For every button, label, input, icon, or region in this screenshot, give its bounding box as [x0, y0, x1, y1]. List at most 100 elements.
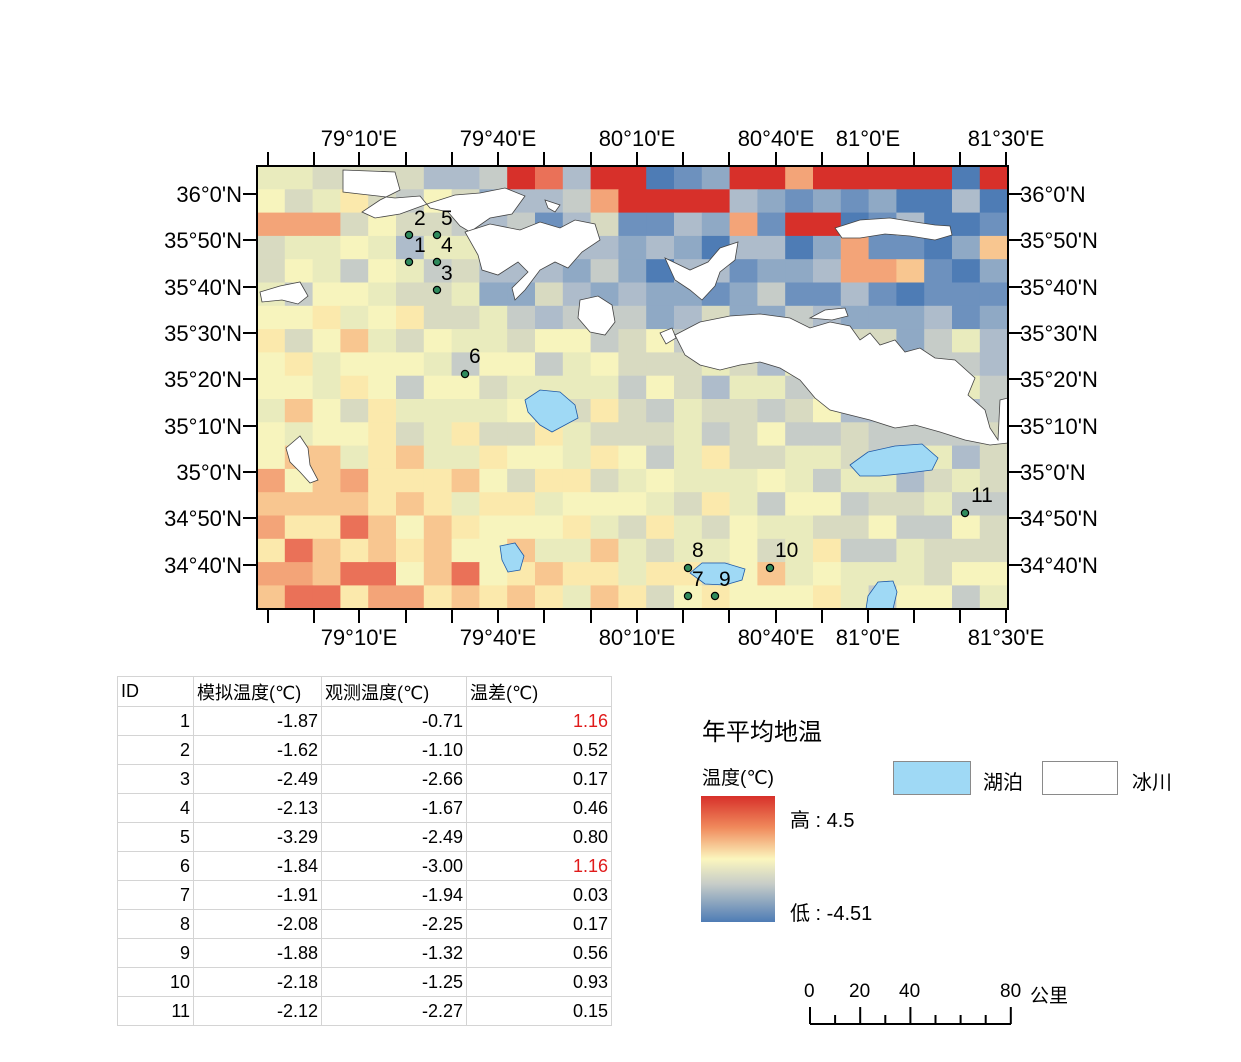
left-latitude-label: 35°50'N: [164, 228, 242, 253]
raster-cell: [284, 166, 314, 190]
raster-cell: [646, 212, 675, 237]
raster-cell: [396, 235, 425, 260]
cell-observed: -1.94: [321, 880, 467, 910]
raster-cell: [423, 259, 453, 284]
glacier-polygon: [808, 307, 849, 321]
raster-cell: [562, 352, 592, 377]
raster-cell: [562, 422, 592, 447]
raster-cell: [868, 492, 897, 517]
station-marker[interactable]: [683, 563, 693, 573]
raster-cell: [312, 422, 341, 447]
legend-title: 年平均地温: [702, 719, 822, 746]
raster-cell: [535, 515, 564, 540]
raster-cell: [340, 329, 369, 353]
cell-id: 4: [117, 793, 194, 823]
raster-cell: [257, 235, 286, 260]
bottom-longitude-label: 80°10'E: [599, 625, 676, 650]
raster-cell: [396, 212, 425, 237]
raster-cell: [674, 375, 703, 400]
station-marker[interactable]: [432, 285, 442, 295]
raster-cell: [646, 375, 675, 400]
raster-cell: [284, 585, 314, 609]
raster-cell: [618, 235, 647, 260]
raster-cell: [924, 468, 953, 493]
raster-cell: [840, 585, 870, 609]
raster-cell: [479, 422, 508, 447]
raster-cell: [535, 166, 564, 190]
raster-cell: [729, 399, 758, 423]
raster-cell: [423, 212, 453, 237]
raster-cell: [340, 468, 369, 493]
raster-cell: [757, 445, 786, 470]
lake-swatch: [893, 761, 971, 795]
raster-cell: [479, 282, 508, 307]
raster-cell: [368, 422, 397, 447]
raster-cell: [284, 305, 314, 330]
lake-layer: [499, 389, 939, 609]
cell-difference: 0.80: [466, 822, 612, 852]
top-longitude-label: 80°40'E: [738, 126, 815, 151]
raster-cell: [396, 538, 425, 563]
right-latitude-label: 35°20'N: [1020, 367, 1098, 392]
raster-cell: [701, 492, 731, 517]
cell-simulated: -2.13: [193, 793, 322, 823]
raster-cell: [451, 399, 480, 423]
raster-cell: [674, 305, 703, 330]
raster-cell: [701, 515, 731, 540]
station-marker[interactable]: [710, 591, 720, 601]
raster-cell: [479, 166, 508, 190]
raster-cell: [312, 538, 341, 563]
cell-id: 8: [117, 909, 194, 939]
raster-cell: [785, 515, 814, 540]
raster-cell: [979, 562, 1008, 586]
raster-cell: [368, 305, 397, 330]
raster-cell: [896, 515, 925, 540]
raster-cell: [257, 492, 286, 517]
station-marker[interactable]: [404, 257, 414, 267]
raster-cell: [674, 538, 703, 563]
raster-cell: [368, 492, 397, 517]
raster-cell: [423, 282, 453, 307]
raster-cell: [507, 585, 536, 609]
raster-cell: [896, 166, 925, 190]
raster-cell: [757, 562, 786, 586]
raster-cell: [646, 538, 675, 563]
raster-cell: [396, 492, 425, 517]
raster-cell: [924, 305, 953, 330]
raster-cell: [701, 445, 731, 470]
raster-cell: [757, 422, 786, 447]
header-simulated: 模拟温度(℃): [193, 676, 322, 707]
station-marker[interactable]: [404, 230, 414, 240]
raster-cell: [507, 492, 536, 517]
station-marker[interactable]: [960, 508, 970, 518]
raster-cell: [701, 538, 731, 563]
raster-cell: [396, 305, 425, 330]
station-marker[interactable]: [683, 591, 693, 601]
raster-cell: [618, 515, 647, 540]
raster-cell: [284, 375, 314, 400]
temperature-color-ramp: [701, 796, 775, 922]
raster-cell: [340, 515, 369, 540]
station-label: 10: [775, 539, 798, 562]
cell-difference: 0.46: [466, 793, 612, 823]
raster-cell: [257, 352, 286, 377]
raster-cell: [535, 585, 564, 609]
bottom-longitude-label: 81°0'E: [836, 625, 900, 650]
station-marker[interactable]: [432, 230, 442, 240]
left-latitude-label: 35°10'N: [164, 414, 242, 439]
raster-cell: [423, 422, 453, 447]
raster-cell: [423, 585, 453, 609]
raster-cell: [257, 329, 286, 353]
raster-cell: [618, 282, 647, 307]
station-marker[interactable]: [460, 369, 470, 379]
raster-cell: [590, 189, 619, 214]
station-marker[interactable]: [432, 257, 442, 267]
station-marker[interactable]: [765, 563, 775, 573]
table-row: 1 -1.87 -0.71 1.16: [117, 706, 612, 736]
raster-cell: [312, 515, 341, 540]
raster-cell: [813, 166, 842, 190]
raster-cell: [340, 445, 369, 470]
raster-cell: [785, 538, 814, 563]
cell-simulated: -1.87: [193, 706, 322, 736]
raster-cell: [729, 166, 758, 190]
